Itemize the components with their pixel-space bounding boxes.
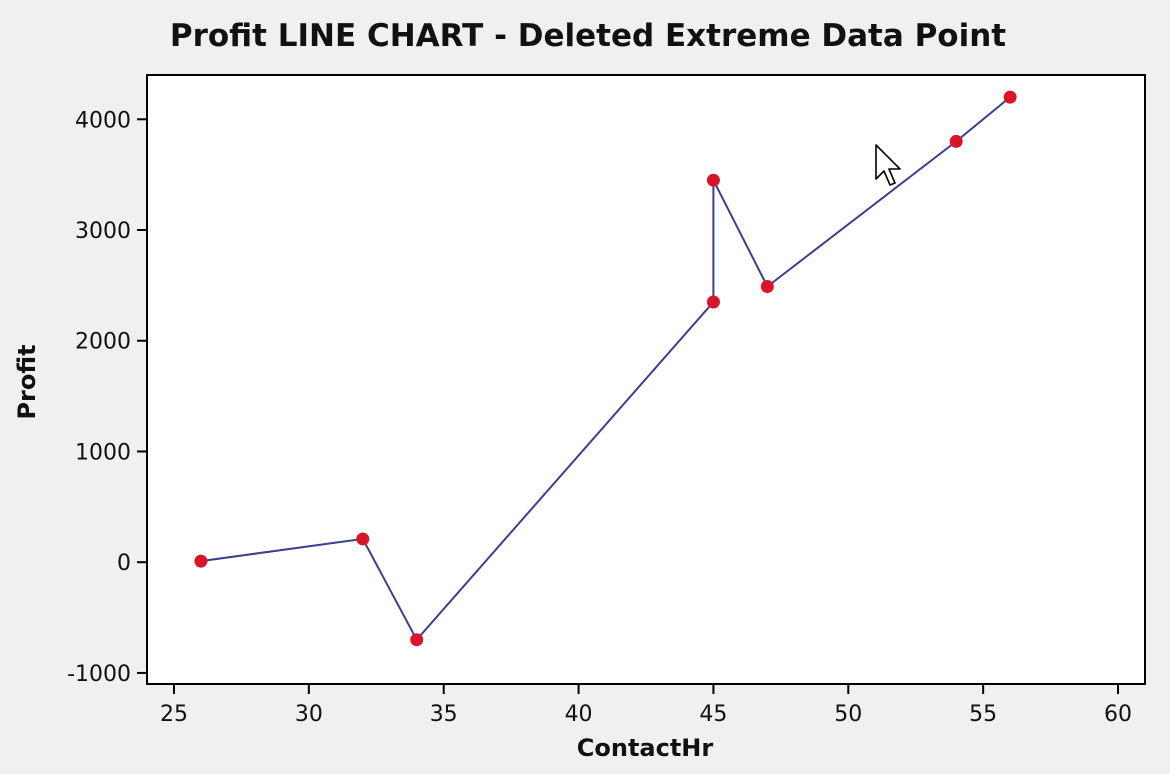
y-tick-label: -1000 (67, 662, 131, 687)
x-axis: 25 30 35 40 45 50 55 60 (160, 684, 1132, 727)
data-point (410, 633, 424, 647)
x-tick-label: 30 (295, 702, 323, 727)
x-axis-label: ContactHr (577, 734, 714, 762)
y-axis-label: Profit (13, 344, 41, 419)
data-point (760, 279, 774, 293)
x-tick-label: 25 (160, 702, 188, 727)
data-point (706, 173, 720, 187)
y-axis: -1000 0 1000 2000 3000 4000 (67, 108, 147, 687)
series-line (200, 96, 1011, 642)
y-tick-label: 1000 (75, 440, 131, 465)
x-tick-label: 60 (1104, 702, 1132, 727)
y-tick-label: 3000 (75, 219, 131, 244)
data-series (194, 90, 1017, 647)
y-tick-label: 2000 (75, 330, 131, 355)
data-point (356, 532, 370, 546)
x-tick-label: 50 (834, 702, 862, 727)
x-tick-label: 40 (565, 702, 593, 727)
data-point (706, 295, 720, 309)
data-point (949, 134, 963, 148)
chart-title: Profit LINE CHART - Deleted Extreme Data… (170, 18, 1006, 54)
data-point (1003, 90, 1017, 104)
x-tick-label: 55 (969, 702, 997, 727)
y-tick-label: 0 (117, 551, 131, 576)
mouse-cursor-icon (875, 144, 901, 186)
x-tick-label: 35 (430, 702, 458, 727)
y-tick-label: 4000 (75, 108, 131, 133)
x-tick-label: 45 (699, 702, 727, 727)
data-point (194, 554, 208, 568)
